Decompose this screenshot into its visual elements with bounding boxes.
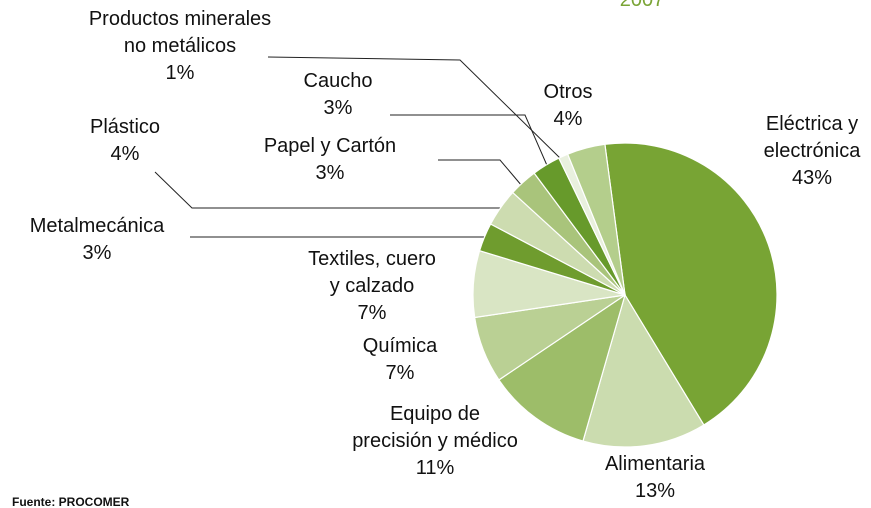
- pie-slice: [566, 143, 626, 296]
- slice-value-label: 7%: [358, 302, 387, 324]
- slice-label: Plástico: [90, 116, 160, 138]
- slice-label: Textiles, cuero y calzado: [308, 248, 436, 297]
- slice-value-label: 11%: [416, 457, 455, 479]
- slice-label: Química: [363, 335, 438, 357]
- slice-label: Productos minerales no metálicos: [89, 8, 271, 57]
- leader-line: [267, 56, 563, 161]
- slice-label: Eléctrica y electrónica: [764, 113, 862, 162]
- slice-label: Caucho: [304, 70, 373, 92]
- slice-value-label: 43%: [792, 167, 832, 189]
- slice-label: Otros: [544, 81, 593, 103]
- slice-value-label: 1%: [166, 62, 195, 84]
- slice-value-label: 4%: [554, 108, 583, 130]
- slice-label: Alimentaria: [605, 453, 706, 475]
- slice-label: Papel y Cartón: [264, 135, 396, 157]
- slice-label: Metalmecánica: [30, 215, 165, 237]
- pie-slice: [498, 293, 627, 442]
- slice-value-label: 4%: [111, 143, 140, 165]
- slice-value-label: 3%: [316, 162, 345, 184]
- source: Fuente: PROCOMER: [12, 495, 130, 508]
- leader-line: [154, 171, 500, 209]
- leader-line: [390, 114, 550, 171]
- slice-value-label: 3%: [83, 242, 112, 264]
- chart-title: 2007: [620, 0, 665, 11]
- pie-slice: [582, 293, 705, 448]
- pie-slice: [604, 142, 778, 426]
- slice-value-label: 13%: [635, 480, 675, 502]
- slice-label: Equipo de precisión y médico: [352, 403, 518, 452]
- leader-lines: [154, 56, 563, 238]
- slice-value-label: 7%: [386, 362, 415, 384]
- slice-value-label: 3%: [324, 97, 353, 119]
- leader-line: [438, 159, 523, 187]
